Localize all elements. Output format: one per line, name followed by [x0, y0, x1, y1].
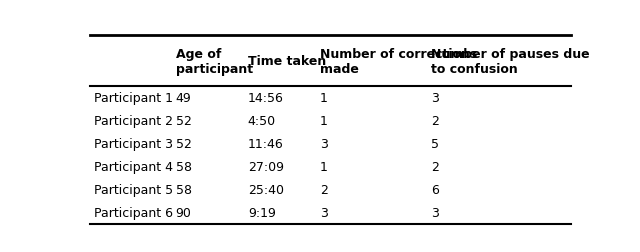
Text: 2: 2	[431, 114, 438, 128]
Text: Participant 1: Participant 1	[94, 91, 173, 105]
Text: Number of corrections
made: Number of corrections made	[320, 47, 477, 75]
Text: 4:50: 4:50	[248, 114, 276, 128]
Text: Time taken: Time taken	[248, 55, 326, 68]
Text: Age of
participant: Age of participant	[175, 47, 253, 75]
Text: 27:09: 27:09	[248, 161, 284, 173]
Text: 2: 2	[320, 183, 328, 196]
Text: 52: 52	[175, 114, 191, 128]
Text: 3: 3	[320, 137, 328, 150]
Text: 49: 49	[175, 91, 191, 105]
Text: 5: 5	[431, 137, 438, 150]
Text: Participant 2: Participant 2	[94, 114, 173, 128]
Text: 11:46: 11:46	[248, 137, 284, 150]
Text: 52: 52	[175, 137, 191, 150]
Text: 1: 1	[320, 91, 328, 105]
Text: 6: 6	[431, 183, 438, 196]
Text: 58: 58	[175, 161, 191, 173]
Text: 58: 58	[175, 183, 191, 196]
Text: 3: 3	[431, 91, 438, 105]
Text: Participant 3: Participant 3	[94, 137, 173, 150]
Text: Participant 4: Participant 4	[94, 161, 173, 173]
Text: 14:56: 14:56	[248, 91, 284, 105]
Text: 1: 1	[320, 114, 328, 128]
Text: Number of pauses due
to confusion: Number of pauses due to confusion	[431, 47, 589, 75]
Text: Participant 6: Participant 6	[94, 206, 173, 219]
Text: 1: 1	[320, 161, 328, 173]
Text: 25:40: 25:40	[248, 183, 284, 196]
Text: 3: 3	[431, 206, 438, 219]
Text: 2: 2	[431, 161, 438, 173]
Text: 9:19: 9:19	[248, 206, 276, 219]
Text: 3: 3	[320, 206, 328, 219]
Text: Participant 5: Participant 5	[94, 183, 173, 196]
Text: 90: 90	[175, 206, 191, 219]
